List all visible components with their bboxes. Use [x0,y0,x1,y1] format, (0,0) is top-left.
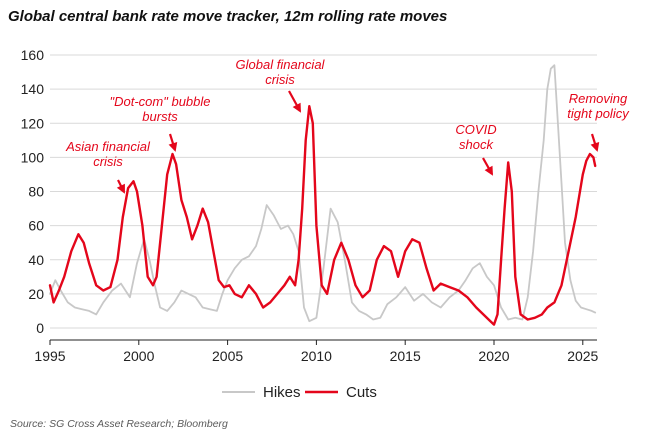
annotation-gfc: Global financial crisis [236,57,326,87]
legend-label-cuts: Cuts [346,384,377,401]
y-tick-label: 160 [21,47,45,63]
y-tick-label: 0 [36,320,44,336]
x-tick-label: 2010 [301,348,332,364]
series-line-hikes [49,64,597,323]
y-tick-label: 100 [21,149,45,165]
chart-title: Global central bank rate move tracker, 1… [8,8,448,25]
y-tick-label: 40 [28,252,44,268]
x-tick-label: 1995 [34,348,65,364]
x-tick-label: 2015 [390,348,421,364]
x-tick-label: 2000 [123,348,154,364]
annotation-asian-crisis-arrowhead [116,183,125,194]
annotation-removing-tight-policy-arrowhead [590,141,600,152]
annotation-removing-tight-policy: Removing tight policy [567,91,630,121]
legend-label-hikes: Hikes [263,384,301,401]
x-tick-label: 2025 [567,348,598,364]
annotation-dotcom-arrowhead [168,141,178,152]
source-note: Source: SG Cross Asset Research; Bloombe… [10,418,228,430]
annotation-gfc-arrowhead [292,102,301,113]
annotation-covid: COVID shock [455,122,496,152]
y-tick-label: 140 [21,81,45,97]
y-tick-label: 20 [28,286,44,302]
x-tick-label: 2020 [478,348,509,364]
y-tick-label: 120 [21,115,45,131]
annotation-asian-crisis: Asian financial crisis [65,139,151,169]
x-tick-label: 2005 [212,348,243,364]
y-tick-label: 80 [28,184,44,200]
annotation-dotcom: "Dot-com" bubble bursts [110,94,211,124]
annotation-covid-arrowhead [484,165,493,176]
y-tick-label: 60 [28,218,44,234]
series-line-cuts [48,104,597,326]
